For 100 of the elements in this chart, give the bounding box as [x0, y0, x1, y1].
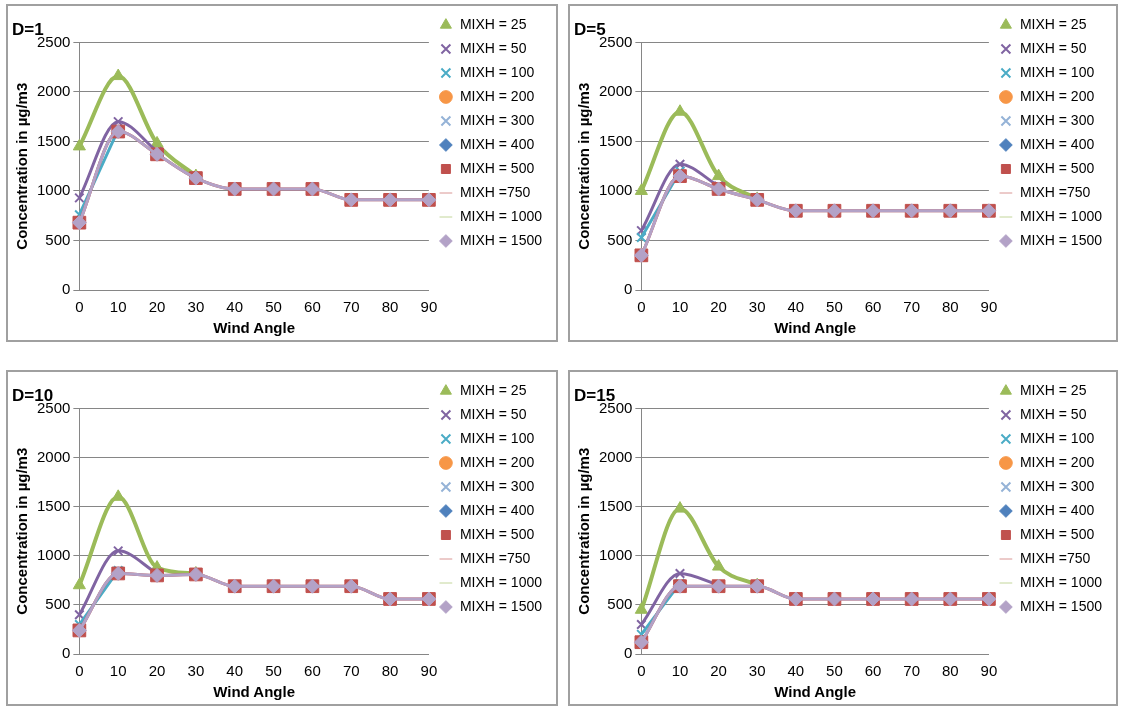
x-tick-label: 50	[826, 298, 843, 316]
legend-label: MIXH = 500	[459, 159, 535, 176]
y-tick-label: 1000	[36, 545, 71, 563]
x-tick-label: 60	[304, 298, 321, 316]
y-tick-label: 1000	[598, 181, 633, 199]
x-tick-label: 90	[980, 298, 998, 316]
x-tick-label: 80	[941, 298, 959, 316]
legend-label: MIXH = 25	[1019, 15, 1087, 32]
legend-label: MIXH = 100	[459, 63, 535, 80]
legend-label: MIXH = 300	[1019, 477, 1095, 494]
x-tick-label: 50	[265, 298, 282, 316]
x-tick-label: 30	[187, 662, 205, 680]
x-tick-label: 0	[637, 662, 646, 680]
legend-label: MIXH = 200	[1019, 453, 1095, 470]
legend-label: MIXH = 50	[1019, 39, 1087, 56]
y-tick-label: 1500	[598, 131, 633, 149]
x-tick-label: 0	[75, 662, 84, 680]
x-tick-label: 20	[710, 662, 727, 680]
x-tick-label: 70	[903, 298, 921, 316]
x-tick-label: 60	[864, 662, 882, 680]
y-axis-title: Concentration in µg/m3	[13, 82, 31, 250]
y-tick-label: 0	[624, 280, 633, 298]
x-tick-label: 70	[342, 662, 360, 680]
x-tick-label: 10	[109, 662, 127, 680]
x-tick-label: 0	[637, 298, 646, 316]
y-tick-label: 2000	[598, 82, 633, 100]
legend-label: MIXH = 200	[459, 87, 535, 104]
x-tick-label: 10	[671, 662, 689, 680]
legend-label: MIXH = 50	[459, 39, 527, 56]
y-tick-label: 2000	[36, 82, 71, 100]
x-tick-label: 70	[903, 662, 921, 680]
legend-label: MIXH = 1500	[1019, 597, 1103, 614]
legend-label: MIXH = 1500	[459, 597, 543, 614]
legend-label: MIXH = 100	[1019, 63, 1095, 80]
y-tick-label: 2000	[36, 447, 71, 465]
legend-label: MIXH = 1000	[459, 573, 543, 590]
x-tick-label: 90	[420, 662, 438, 680]
legend-label: MIXH = 200	[1019, 87, 1095, 104]
y-tick-label: 1000	[36, 181, 71, 199]
x-axis-title: Wind Angle	[774, 683, 857, 701]
x-tick-label: 20	[710, 298, 727, 316]
x-axis-title: Wind Angle	[774, 319, 857, 337]
y-tick-label: 1500	[36, 131, 71, 149]
y-tick-label: 1500	[598, 496, 633, 514]
legend-label: MIXH = 25	[1019, 381, 1087, 398]
x-axis-title: Wind Angle	[213, 683, 296, 701]
x-tick-label: 0	[75, 298, 84, 316]
x-tick-label: 40	[787, 662, 805, 680]
legend-label: MIXH =750	[1019, 549, 1091, 566]
legend-label: MIXH = 400	[1019, 501, 1095, 518]
x-tick-label: 80	[381, 298, 399, 316]
y-tick-label: 0	[62, 644, 71, 662]
y-tick-label: 0	[624, 644, 633, 662]
legend-label: MIXH = 400	[459, 135, 535, 152]
legend-label: MIXH = 100	[1019, 429, 1095, 446]
y-tick-label: 0	[62, 280, 71, 298]
x-tick-label: 30	[748, 662, 766, 680]
y-axis-title: Concentration in µg/m3	[575, 447, 593, 615]
legend-label: MIXH =750	[459, 549, 531, 566]
y-tick-label: 1500	[36, 496, 71, 514]
legend-label: MIXH = 200	[459, 453, 535, 470]
legend-label: MIXH = 100	[459, 429, 535, 446]
x-tick-label: 30	[748, 298, 766, 316]
legend-label: MIXH =750	[459, 183, 531, 200]
x-tick-label: 80	[381, 662, 399, 680]
y-tick-label: 500	[607, 595, 633, 613]
legend-label: MIXH =750	[1019, 183, 1091, 200]
y-tick-label: 1000	[598, 545, 633, 563]
x-tick-label: 60	[864, 298, 882, 316]
y-tick-label: 500	[45, 230, 71, 248]
x-tick-label: 50	[265, 662, 282, 680]
y-axis-title: Concentration in µg/m3	[575, 82, 593, 250]
legend-label: MIXH = 1000	[1019, 573, 1103, 590]
legend-label: MIXH = 50	[1019, 405, 1087, 422]
legend-label: MIXH = 300	[1019, 111, 1095, 128]
legend-label: MIXH = 300	[459, 477, 535, 494]
legend-label: MIXH = 500	[1019, 159, 1095, 176]
x-tick-label: 90	[980, 662, 998, 680]
legend-label: MIXH = 400	[459, 501, 535, 518]
x-tick-label: 80	[941, 662, 959, 680]
legend-label: MIXH = 400	[1019, 135, 1095, 152]
x-tick-label: 40	[787, 298, 805, 316]
x-tick-label: 20	[148, 298, 166, 316]
legend-label: MIXH = 1000	[1019, 207, 1103, 224]
y-tick-label: 500	[45, 595, 71, 613]
x-tick-label: 60	[304, 662, 321, 680]
legend-label: MIXH = 25	[459, 15, 527, 32]
legend-label: MIXH = 1500	[1019, 231, 1103, 248]
legend-label: MIXH = 25	[459, 381, 527, 398]
x-tick-label: 20	[148, 662, 166, 680]
legend-label: MIXH = 50	[459, 405, 527, 422]
y-tick-label: 500	[607, 230, 633, 248]
x-tick-label: 40	[226, 298, 244, 316]
y-axis-title: Concentration in µg/m3	[13, 447, 31, 615]
x-tick-label: 10	[671, 298, 689, 316]
x-axis-title: Wind Angle	[213, 319, 296, 337]
x-tick-label: 40	[226, 662, 244, 680]
x-tick-label: 50	[826, 662, 843, 680]
legend-label: MIXH = 1000	[459, 207, 543, 224]
x-tick-label: 10	[109, 298, 127, 316]
